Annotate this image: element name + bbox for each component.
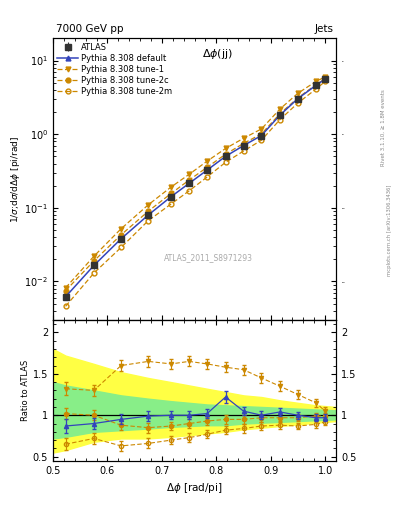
Pythia 8.308 tune-1 <box>169 184 173 190</box>
Pythia 8.308 tune-2m <box>241 148 246 154</box>
Line: Pythia 8.308 tune-2m: Pythia 8.308 tune-2m <box>63 79 327 309</box>
Text: ATLAS_2011_S8971293: ATLAS_2011_S8971293 <box>164 253 253 263</box>
Pythia 8.308 default <box>187 180 191 186</box>
Pythia 8.308 default <box>223 153 228 159</box>
Pythia 8.308 default <box>296 95 300 101</box>
Pythia 8.308 tune-2m <box>314 86 318 92</box>
Pythia 8.308 tune-1 <box>314 78 318 84</box>
Pythia 8.308 tune-2m <box>223 159 228 165</box>
Line: Pythia 8.308 tune-1: Pythia 8.308 tune-1 <box>63 74 327 290</box>
Text: Rivet 3.1.10, ≥ 1.8M events: Rivet 3.1.10, ≥ 1.8M events <box>381 90 386 166</box>
Pythia 8.308 tune-2m <box>277 117 282 123</box>
Y-axis label: Ratio to ATLAS: Ratio to ATLAS <box>21 360 30 421</box>
Line: Pythia 8.308 tune-2c: Pythia 8.308 tune-2c <box>63 76 327 293</box>
Pythia 8.308 tune-2m <box>205 174 209 180</box>
Pythia 8.308 tune-1 <box>323 74 327 80</box>
Pythia 8.308 tune-1 <box>146 202 151 208</box>
Pythia 8.308 tune-2c <box>223 151 228 157</box>
Text: mcplots.cern.ch [arXiv:1306.3436]: mcplots.cern.ch [arXiv:1306.3436] <box>387 185 391 276</box>
Pythia 8.308 default <box>205 167 209 173</box>
Pythia 8.308 default <box>63 294 68 300</box>
Pythia 8.308 tune-2m <box>169 201 173 207</box>
Pythia 8.308 tune-2c <box>63 288 68 294</box>
Pythia 8.308 tune-2c <box>187 177 191 183</box>
Text: Jets: Jets <box>314 24 333 34</box>
Pythia 8.308 tune-2m <box>92 270 96 276</box>
Pythia 8.308 tune-2m <box>146 218 151 224</box>
Pythia 8.308 default <box>119 236 123 242</box>
Pythia 8.308 default <box>241 142 246 148</box>
Pythia 8.308 tune-1 <box>223 145 228 152</box>
Y-axis label: 1/$\sigma$;d$\sigma$/d$\Delta\phi$ [pi/rad]: 1/$\sigma$;d$\sigma$/d$\Delta\phi$ [pi/r… <box>9 136 22 223</box>
Pythia 8.308 tune-2m <box>323 78 327 84</box>
Pythia 8.308 tune-2c <box>259 131 264 137</box>
Pythia 8.308 default <box>277 112 282 118</box>
Pythia 8.308 default <box>314 82 318 89</box>
Pythia 8.308 tune-2c <box>205 164 209 170</box>
Text: 7000 GeV pp: 7000 GeV pp <box>56 24 123 34</box>
Pythia 8.308 tune-2c <box>169 190 173 197</box>
Pythia 8.308 tune-2c <box>241 140 246 146</box>
Pythia 8.308 tune-2c <box>92 258 96 264</box>
Pythia 8.308 tune-2c <box>296 95 300 101</box>
Pythia 8.308 tune-2m <box>187 188 191 194</box>
Pythia 8.308 tune-2m <box>119 244 123 250</box>
Pythia 8.308 tune-2c <box>323 76 327 82</box>
Pythia 8.308 tune-2m <box>296 100 300 106</box>
Pythia 8.308 default <box>146 212 151 218</box>
Text: $\Delta\phi$(jj): $\Delta\phi$(jj) <box>202 47 233 61</box>
Legend: ATLAS, Pythia 8.308 default, Pythia 8.308 tune-1, Pythia 8.308 tune-2c, Pythia 8: ATLAS, Pythia 8.308 default, Pythia 8.30… <box>55 41 174 98</box>
Pythia 8.308 tune-1 <box>205 158 209 164</box>
Pythia 8.308 default <box>92 263 96 269</box>
Pythia 8.308 tune-1 <box>92 253 96 260</box>
Pythia 8.308 default <box>259 133 264 139</box>
Pythia 8.308 default <box>323 76 327 82</box>
Pythia 8.308 tune-1 <box>63 285 68 291</box>
Pythia 8.308 tune-2c <box>314 81 318 88</box>
Pythia 8.308 tune-1 <box>259 126 264 132</box>
Pythia 8.308 tune-1 <box>296 90 300 96</box>
Pythia 8.308 tune-1 <box>187 172 191 178</box>
X-axis label: $\Delta\phi$ [rad/pi]: $\Delta\phi$ [rad/pi] <box>166 481 223 495</box>
Pythia 8.308 default <box>169 194 173 200</box>
Pythia 8.308 tune-2m <box>259 137 264 143</box>
Pythia 8.308 tune-2c <box>146 208 151 215</box>
Line: Pythia 8.308 default: Pythia 8.308 default <box>63 77 327 299</box>
Pythia 8.308 tune-1 <box>277 106 282 112</box>
Pythia 8.308 tune-2c <box>277 111 282 117</box>
Pythia 8.308 tune-1 <box>119 226 123 232</box>
Pythia 8.308 tune-2c <box>119 232 123 238</box>
Pythia 8.308 tune-1 <box>241 135 246 141</box>
Pythia 8.308 tune-2m <box>63 303 68 309</box>
